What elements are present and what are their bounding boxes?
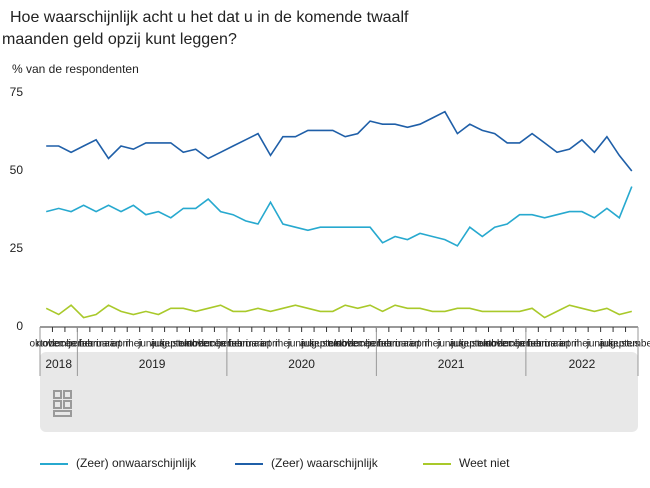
x-tick-label: september (459, 339, 507, 350)
x-tick-label: juli (450, 339, 463, 350)
x-tick-label: oktober (30, 339, 64, 350)
x-tick-label: januari (68, 339, 99, 350)
x-tick-label: mei (125, 339, 141, 350)
year-label: 2020 (288, 357, 315, 371)
x-tick-label: december (497, 339, 542, 350)
x-axis-panel (40, 352, 638, 432)
x-tick-label: mei (424, 339, 440, 350)
x-tick-label: april (411, 339, 430, 350)
x-tick-label: mei (574, 339, 590, 350)
year-label: 2018 (45, 357, 72, 371)
x-tick-label: augustus (151, 339, 192, 350)
series-line (45, 304, 632, 319)
x-tick-label: december (198, 339, 243, 350)
x-tick-label: juni (436, 339, 453, 350)
x-tick-label: juli (301, 339, 314, 350)
x-tick-label: maart (395, 339, 421, 350)
chart-title: maanden geld opzij kunt leggen? (2, 31, 237, 48)
x-tick-label: maart (245, 339, 271, 350)
x-tick-label: december (348, 339, 393, 350)
x-tick-label: april (261, 339, 280, 350)
x-tick-label: maart (96, 339, 122, 350)
x-tick-label: juni (287, 339, 304, 350)
x-tick-label: september (309, 339, 357, 350)
x-tick-label: december (49, 339, 94, 350)
x-tick-label: april (112, 339, 131, 350)
x-tick-label: juli (151, 339, 164, 350)
x-tick-label: augustus (599, 339, 640, 350)
x-tick-label: augustus (300, 339, 341, 350)
x-tick-label: oktober (329, 339, 363, 350)
x-tick-label: oktober (478, 339, 512, 350)
x-tick-label: mei (275, 339, 291, 350)
subtitle: % van de respondenten (12, 62, 139, 76)
x-tick-label: februari (378, 339, 412, 350)
x-tick-label: oktober (179, 339, 213, 350)
x-tick-label: juli (600, 339, 613, 350)
x-tick-label: september (160, 339, 208, 350)
x-tick-label: augustus (450, 339, 491, 350)
year-label: 2022 (569, 357, 596, 371)
x-tick-label: januari (516, 339, 547, 350)
logo (53, 390, 72, 417)
x-tick-label: september (608, 339, 650, 350)
chart-title: Hoe waarschijnlijk acht u het dat u in d… (10, 9, 409, 26)
y-tick-label: 25 (10, 241, 24, 255)
x-tick-label: januari (217, 339, 248, 350)
x-tick-label: maart (544, 339, 570, 350)
y-tick-label: 75 (10, 85, 24, 99)
x-tick-label: november (335, 339, 380, 350)
x-tick-label: april (560, 339, 579, 350)
legend-label: (Zeer) waarschijnlijk (271, 456, 379, 470)
x-tick-label: november (485, 339, 530, 350)
y-tick-label: 0 (16, 319, 23, 333)
y-tick-label: 50 (10, 163, 24, 177)
legend-label: (Zeer) onwaarschijnlijk (76, 456, 197, 470)
x-tick-label: januari (367, 339, 398, 350)
year-label: 2021 (438, 357, 465, 371)
series-line (46, 186, 633, 247)
x-tick-label: februari (528, 339, 562, 350)
year-label: 2019 (139, 357, 166, 371)
series-line (46, 110, 633, 172)
x-tick-label: juni (586, 339, 603, 350)
legend-label: Weet niet (459, 456, 510, 470)
x-tick-label: februari (79, 339, 113, 350)
x-tick-label: november (186, 339, 231, 350)
x-tick-label: november (36, 339, 81, 350)
x-tick-label: juni (137, 339, 154, 350)
x-tick-label: februari (229, 339, 263, 350)
